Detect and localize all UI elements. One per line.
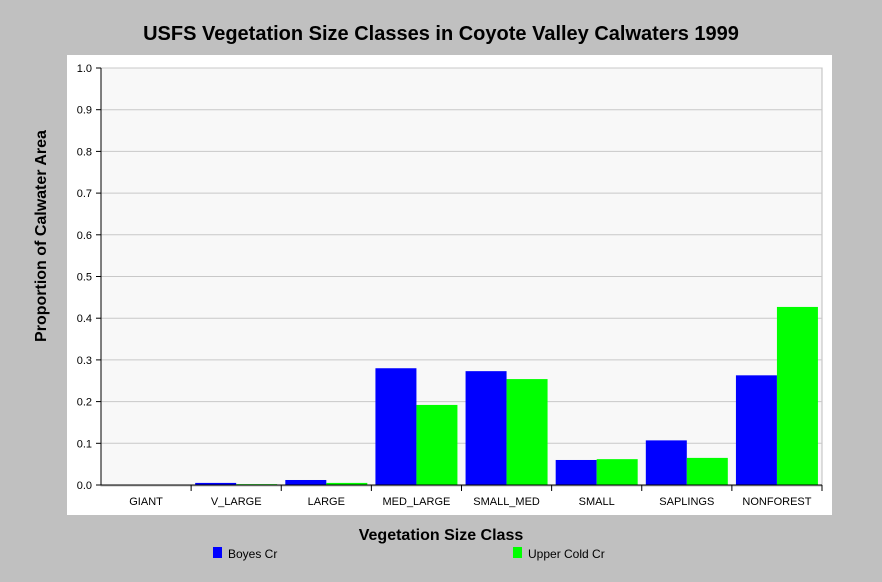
bar xyxy=(555,459,597,485)
x-tick-label: NONFOREST xyxy=(742,496,811,508)
x-tick-label: SMALL_MED xyxy=(473,496,540,508)
legend: Boyes Cr Upper Cold Cr xyxy=(213,547,605,561)
bar xyxy=(375,368,417,485)
axes xyxy=(96,67,823,491)
legend-swatch-boyes-cr xyxy=(213,547,222,558)
bar xyxy=(645,440,687,485)
x-tick-label: MED_LARGE xyxy=(383,496,451,508)
tick-labels: 0.0 0.1 0.2 0.3 0.4 0.5 0.6 0.7 0.8 0.9 1.0 GIANT V_… xyxy=(77,63,812,508)
y-tick-label: 0.9 xyxy=(77,105,92,117)
bars xyxy=(195,306,818,485)
y-tick-label: 0.6 xyxy=(77,230,92,242)
x-tick-label: SMALL xyxy=(579,496,615,508)
x-axis-title: Vegetation Size Class xyxy=(359,527,524,544)
bar xyxy=(326,482,368,485)
bar xyxy=(506,379,548,485)
bar xyxy=(285,479,327,485)
legend-label-upper-cold-cr: Upper Cold Cr xyxy=(528,547,605,561)
legend-label-boyes-cr: Boyes Cr xyxy=(228,547,277,561)
y-tick-label: 0.5 xyxy=(77,272,92,284)
y-tick-label: 1.0 xyxy=(77,63,92,75)
x-tick-label: LARGE xyxy=(308,496,345,508)
bar xyxy=(465,371,507,485)
y-tick-label: 0.2 xyxy=(77,397,92,409)
y-tick-label: 0.7 xyxy=(77,188,92,200)
bar xyxy=(776,306,818,485)
x-tick-label: GIANT xyxy=(129,496,163,508)
bar xyxy=(596,459,638,485)
legend-swatch-upper-cold-cr xyxy=(513,547,522,558)
bar xyxy=(195,482,237,485)
bar xyxy=(416,404,458,485)
y-tick-label: 0.3 xyxy=(77,355,92,367)
gridlines xyxy=(101,67,822,444)
x-tick-label: SAPLINGS xyxy=(659,496,714,508)
x-tick-label: V_LARGE xyxy=(211,496,262,508)
y-tick-label: 0.0 xyxy=(77,480,92,492)
y-tick-label: 0.8 xyxy=(77,146,92,158)
y-axis-title: Proportion of Calwater Area xyxy=(33,130,50,342)
y-tick-label: 0.1 xyxy=(77,438,92,450)
y-tick-label: 0.4 xyxy=(77,313,92,325)
chart-title: USFS Vegetation Size Classes in Coyote V… xyxy=(143,23,739,45)
bar xyxy=(735,375,777,485)
bar xyxy=(686,457,728,485)
